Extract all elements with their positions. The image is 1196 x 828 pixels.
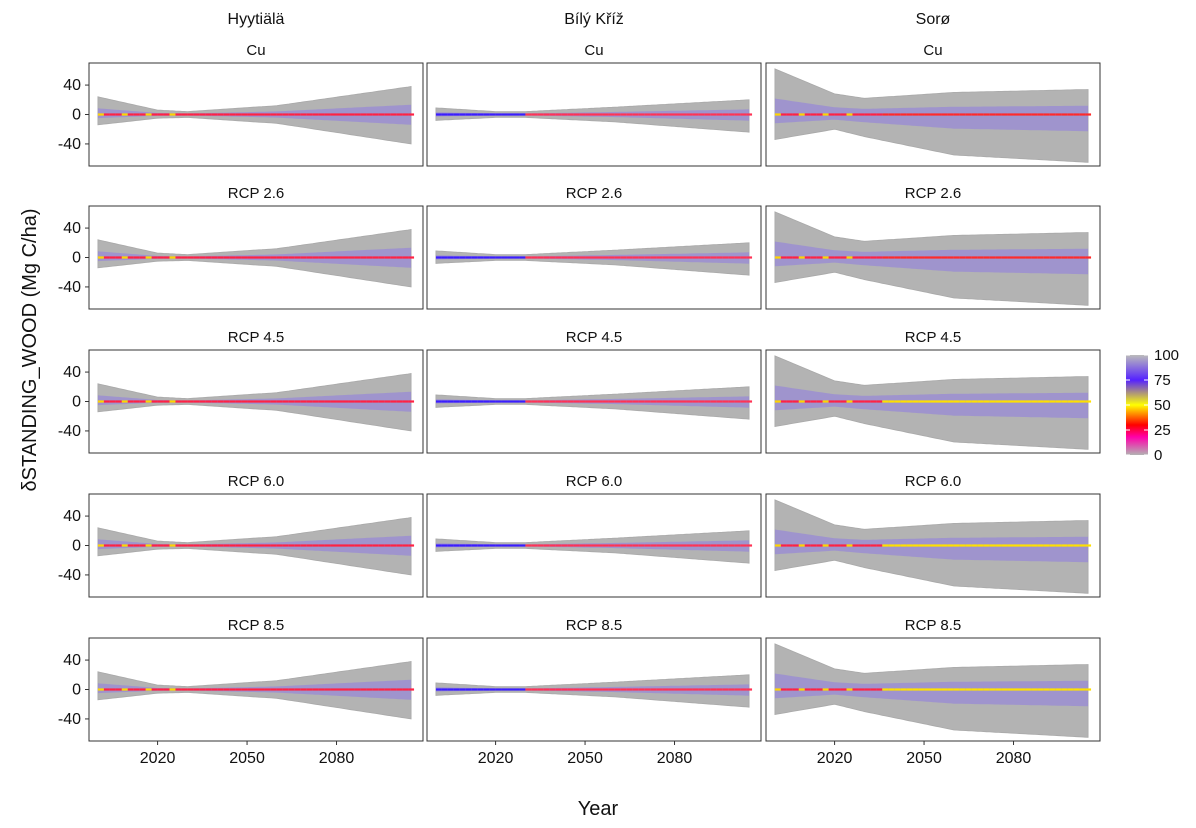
panel	[85, 205, 424, 310]
x-axis-title: Year	[578, 798, 619, 820]
x-tick-label: 2080	[996, 750, 1032, 767]
y-tick-label: 0	[72, 394, 81, 411]
panel-title: RCP 2.6	[905, 185, 961, 202]
uncertainty-envelope	[435, 674, 750, 708]
y-tick-label: 40	[63, 77, 81, 94]
panel	[426, 637, 762, 745]
legend-label: 50	[1154, 397, 1171, 414]
legend-colorbar	[1126, 355, 1148, 455]
panel	[765, 62, 1101, 167]
y-tick-label: 0	[72, 107, 81, 124]
legend-label: 75	[1154, 372, 1171, 389]
panel	[765, 205, 1101, 310]
panel	[426, 493, 762, 598]
y-tick-label: 0	[72, 682, 81, 699]
uncertainty-envelope	[435, 386, 750, 420]
uncertainty-envelope	[435, 99, 750, 133]
legend-label: 100	[1154, 347, 1179, 364]
y-tick-label: -40	[58, 711, 81, 728]
x-tick-label: 2080	[657, 750, 693, 767]
panel-border	[426, 637, 762, 742]
panel-title: RCP 4.5	[228, 329, 284, 346]
panel-title: Cu	[923, 42, 942, 59]
y-tick-label: 40	[63, 364, 81, 381]
x-tick-label: 2050	[567, 750, 603, 767]
panel-title: RCP 8.5	[566, 617, 622, 634]
panel	[426, 349, 762, 454]
panel	[426, 62, 762, 167]
panel-title: RCP 2.6	[228, 185, 284, 202]
panel-border	[765, 637, 1101, 742]
panel	[85, 349, 424, 454]
panel-border	[765, 349, 1101, 454]
panel-title: Cu	[584, 42, 603, 59]
panel	[765, 349, 1101, 454]
panel-border	[426, 493, 762, 598]
panel	[85, 637, 424, 745]
panel-title: RCP 4.5	[905, 329, 961, 346]
panel	[426, 205, 762, 310]
uncertainty-envelope	[774, 68, 1089, 163]
panel-border	[426, 62, 762, 167]
panel	[765, 493, 1101, 598]
x-tick-label: 2020	[817, 750, 853, 767]
x-tick-label: 2050	[229, 750, 265, 767]
panel-title: Cu	[246, 42, 265, 59]
y-tick-label: 0	[72, 538, 81, 555]
text-layer: Hyytiälä Bílý Kříž Sorø δSTANDING_WOOD (Mg …	[19, 11, 1031, 820]
y-tick-label: 40	[63, 508, 81, 525]
panel-title: RCP 2.6	[566, 185, 622, 202]
panel-title: RCP 8.5	[905, 617, 961, 634]
panel-title: RCP 4.5	[566, 329, 622, 346]
y-tick-label: 40	[63, 652, 81, 669]
panel-border	[765, 205, 1101, 310]
panel	[85, 493, 424, 598]
legend-label: 25	[1154, 422, 1171, 439]
panel-border	[765, 493, 1101, 598]
panel	[85, 62, 424, 167]
y-tick-label: -40	[58, 567, 81, 584]
column-title: Bílý Kříž	[564, 11, 624, 28]
x-tick-label: 2050	[906, 750, 942, 767]
y-tick-label: -40	[58, 423, 81, 440]
uncertainty-envelope	[435, 242, 750, 276]
panel-title: RCP 6.0	[228, 473, 284, 490]
panel	[765, 637, 1101, 745]
x-tick-label: 2080	[319, 750, 355, 767]
y-axis-title: δSTANDING_WOOD (Mg C/ha)	[19, 208, 41, 491]
panels-layer	[85, 62, 1101, 745]
column-title: Hyytiälä	[228, 11, 285, 28]
uncertainty-envelope	[435, 530, 750, 564]
legend: 100 75 50 25 0	[1126, 347, 1179, 464]
panel-title: RCP 8.5	[228, 617, 284, 634]
panel-title: RCP 6.0	[566, 473, 622, 490]
panel-title: RCP 6.0	[905, 473, 961, 490]
panel-border	[426, 205, 762, 310]
panel-border	[765, 62, 1101, 167]
y-tick-label: -40	[58, 279, 81, 296]
legend-label: 0	[1154, 447, 1162, 464]
column-title: Sorø	[916, 11, 951, 28]
x-tick-label: 2020	[478, 750, 514, 767]
y-tick-label: 0	[72, 250, 81, 267]
y-tick-label: -40	[58, 136, 81, 153]
y-tick-label: 40	[63, 220, 81, 237]
x-tick-label: 2020	[140, 750, 176, 767]
panel-border	[426, 349, 762, 454]
